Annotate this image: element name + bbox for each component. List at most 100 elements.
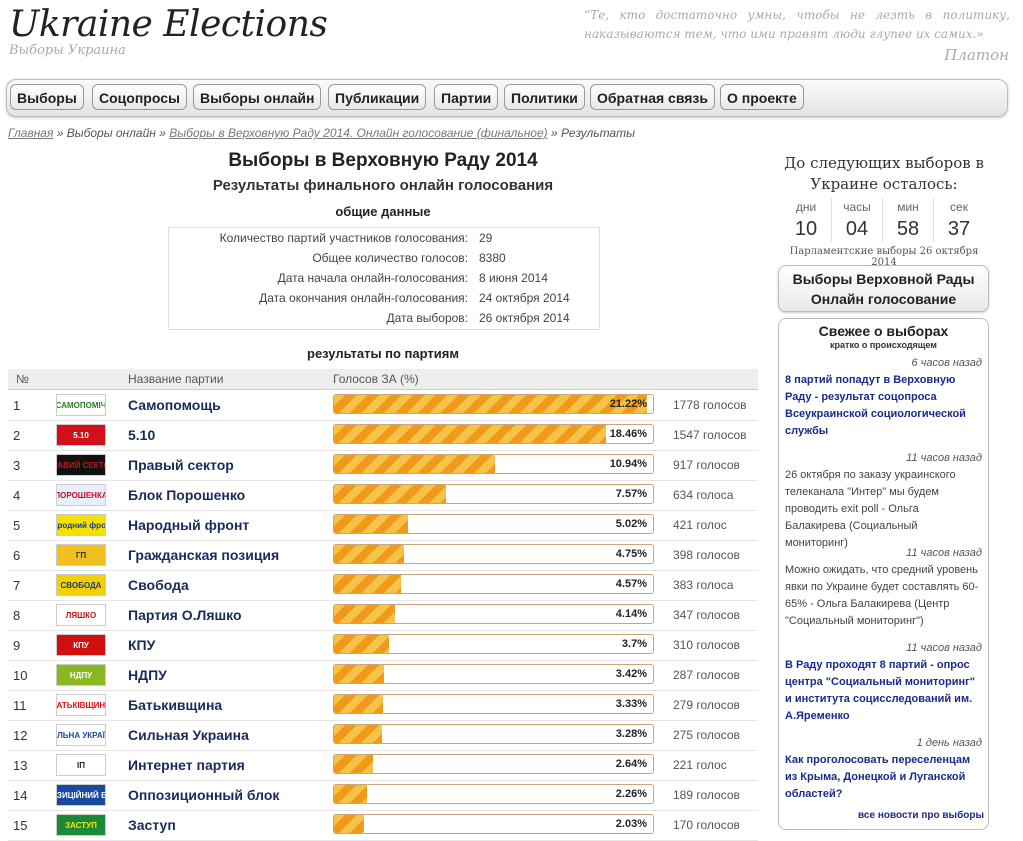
vote-count: 279 голосов bbox=[673, 698, 740, 712]
results-heading: результаты по партиям bbox=[307, 346, 459, 361]
vote-percent: 3.28% bbox=[615, 728, 647, 740]
party-logo[interactable]: ГП bbox=[56, 544, 106, 566]
site-logo[interactable]: Ukraine Elections bbox=[9, 4, 328, 45]
vote-count: 221 голос bbox=[673, 758, 727, 772]
vote-progress-bar: 5.02% bbox=[333, 514, 654, 534]
countdown-heading: До следующих выборов в Украине осталось: bbox=[784, 154, 984, 193]
party-name-link[interactable]: Оппозиционный блок bbox=[128, 787, 280, 803]
party-rank: 5 bbox=[13, 518, 21, 533]
all-news-link[interactable]: все новости про выборы bbox=[858, 810, 984, 821]
nav-item-publikacii[interactable]: Публикации bbox=[328, 84, 427, 110]
parliament-election-date: Парламентские выборы 26 октября 2014 bbox=[789, 246, 979, 268]
party-name-link[interactable]: КПУ bbox=[128, 637, 156, 653]
vote-progress-bar: 3.33% bbox=[333, 694, 654, 714]
party-name-link[interactable]: 5.10 bbox=[128, 427, 156, 443]
general-data-label: Общее количество голосов: bbox=[312, 251, 468, 265]
party-name-link[interactable]: Правый сектор bbox=[128, 457, 234, 473]
general-data-row: Общее количество голосов: 8380 bbox=[169, 248, 599, 268]
vote-progress-bar: 3.28% bbox=[333, 724, 654, 744]
breadcrumb-home[interactable]: Главная bbox=[8, 126, 54, 140]
countdown-value: 10 bbox=[794, 218, 818, 240]
party-name-link[interactable]: Батькивщина bbox=[128, 697, 223, 713]
nav-item-partii[interactable]: Партии bbox=[434, 84, 499, 110]
party-row: 4 ПОРОШЕНКА Блок Порошенко 7.57% 634 голоса bbox=[8, 480, 758, 511]
party-rank: 10 bbox=[13, 668, 28, 683]
column-header-num: № bbox=[16, 372, 29, 386]
news-time: 1 день назад bbox=[916, 737, 982, 749]
vote-count: 421 голос bbox=[673, 518, 727, 532]
party-name-link[interactable]: Партия О.Ляшко bbox=[128, 607, 242, 623]
vote-percent: 3.33% bbox=[615, 698, 647, 710]
party-row: 8 ЛЯШКО Партия О.Ляшко 4.14% 347 голосов bbox=[8, 600, 758, 631]
party-logo[interactable]: ПРАВИЙ СЕКТОР bbox=[56, 454, 106, 476]
general-data-row: Дата выборов: 26 октября 2014 bbox=[169, 308, 599, 328]
party-logo[interactable]: ЗАСТУП bbox=[56, 814, 106, 836]
party-name-link[interactable]: Гражданская позиция bbox=[128, 547, 280, 563]
party-rank: 2 bbox=[13, 428, 21, 443]
vote-percent: 3.7% bbox=[621, 638, 647, 650]
party-rank: 13 bbox=[13, 758, 28, 773]
vote-progress-fill bbox=[334, 485, 446, 503]
breadcrumb-level1: Выборы онлайн bbox=[66, 126, 156, 140]
party-logo[interactable]: СИЛЬНА УКРАЇНА bbox=[56, 724, 106, 746]
party-name-link[interactable]: Народный фронт bbox=[128, 517, 250, 533]
party-logo[interactable]: Народний фронт bbox=[56, 514, 106, 536]
party-logo[interactable]: СВОБОДА bbox=[56, 574, 106, 596]
vote-percent: 3.42% bbox=[615, 668, 647, 680]
countdown-label: сек bbox=[950, 200, 968, 214]
vote-percent: 2.26% bbox=[615, 788, 647, 800]
vote-progress-fill bbox=[334, 605, 395, 623]
news-item-link[interactable]: 8 партий попадут в Верховную Раду - резу… bbox=[785, 374, 966, 437]
countdown-divider bbox=[882, 198, 883, 242]
vote-progress-bar: 4.75% bbox=[333, 544, 654, 564]
vote-count: 917 голосов bbox=[673, 458, 740, 472]
online-voting-button[interactable]: Выборы Верховной Рады Онлайн голосование bbox=[778, 265, 989, 312]
party-name-link[interactable]: Интернет партия bbox=[128, 757, 245, 773]
party-row: 11 БАТЬКІВЩИНА Батькивщина 3.33% 279 голосов bbox=[8, 690, 758, 721]
party-logo[interactable]: ІП bbox=[56, 754, 106, 776]
party-rank: 14 bbox=[13, 788, 28, 803]
vote-progress-fill bbox=[334, 725, 383, 743]
nav-item-socoprosy[interactable]: Соцопросы bbox=[92, 84, 187, 110]
news-panel: Свежее о выборах кратко о происходящем 6… bbox=[778, 318, 989, 830]
news-time: 11 часов назад bbox=[906, 452, 982, 464]
header-quote: “Те, кто достаточно умны, чтобы не лезть… bbox=[584, 8, 1010, 41]
party-logo[interactable]: НДПУ bbox=[56, 664, 106, 686]
party-row: 6 ГП Гражданская позиция 4.75% 398 голосов bbox=[8, 540, 758, 571]
party-name-link[interactable]: НДПУ bbox=[128, 667, 167, 683]
vote-percent: 4.14% bbox=[615, 608, 647, 620]
nav-item-vybory[interactable]: Выборы bbox=[10, 84, 84, 110]
party-name-link[interactable]: Сильная Украина bbox=[128, 727, 249, 743]
countdown-divider bbox=[831, 198, 832, 242]
party-name-link[interactable]: Самопомощь bbox=[128, 397, 221, 413]
party-name-link[interactable]: Блок Порошенко bbox=[128, 487, 246, 503]
nav-item-o-proekte[interactable]: О проекте bbox=[720, 84, 804, 110]
general-data-table: Количество партий участников голосования… bbox=[168, 227, 600, 330]
party-logo[interactable]: ЛЯШКО bbox=[56, 604, 106, 626]
vote-count: 347 голосов bbox=[673, 608, 740, 622]
party-logo[interactable]: ОПОЗИЦІЙНИЙ БЛОК bbox=[56, 784, 106, 806]
party-rank: 8 bbox=[13, 608, 21, 623]
party-logo[interactable]: КПУ bbox=[56, 634, 106, 656]
vote-count: 398 голосов bbox=[673, 548, 740, 562]
party-name-link[interactable]: Заступ bbox=[128, 817, 176, 833]
party-logo[interactable]: БАТЬКІВЩИНА bbox=[56, 694, 106, 716]
vote-progress-fill bbox=[334, 755, 373, 773]
party-name-link[interactable]: Свобода bbox=[128, 577, 189, 593]
vote-progress-fill bbox=[334, 785, 368, 803]
general-data-value: 24 октября 2014 bbox=[479, 291, 570, 305]
breadcrumb-separator: » bbox=[56, 126, 64, 140]
party-logo[interactable]: ПОРОШЕНКА bbox=[56, 484, 106, 506]
nav-item-vybory-online[interactable]: Выборы онлайн bbox=[193, 84, 322, 110]
party-logo[interactable]: САМОПОМІЧ bbox=[56, 394, 106, 416]
nav-item-politiki[interactable]: Политики bbox=[504, 84, 585, 110]
vote-progress-fill bbox=[334, 695, 384, 713]
news-item-link[interactable]: Как проголосовать переселенцам из Крыма,… bbox=[785, 754, 971, 800]
news-item-link[interactable]: В Раду проходят 8 партий - опрос центра … bbox=[785, 659, 975, 722]
party-rank: 4 bbox=[13, 488, 21, 503]
breadcrumb-level2[interactable]: Выборы в Верховную Раду 2014. Онлайн гол… bbox=[169, 126, 548, 140]
nav-item-obratnaya-svyaz[interactable]: Обратная связь bbox=[590, 84, 715, 110]
vote-progress-bar: 7.57% bbox=[333, 484, 654, 504]
party-logo[interactable]: 5.10 bbox=[56, 424, 106, 446]
general-data-label: Дата окончания онлайн-голосования: bbox=[259, 291, 468, 305]
